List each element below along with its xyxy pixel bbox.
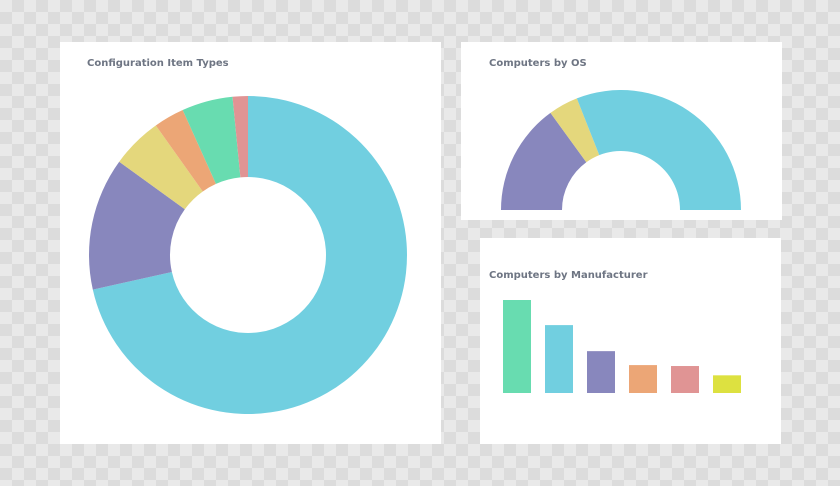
ci-types-donut-chart xyxy=(89,96,407,414)
manufacturer-bar-3[interactable] xyxy=(629,365,657,393)
manufacturer-bar-2[interactable] xyxy=(587,351,615,393)
ci-types-title: Configuration Item Types xyxy=(87,58,229,69)
manufacturer-title: Computers by Manufacturer xyxy=(489,270,648,281)
os-slice-2[interactable] xyxy=(576,90,741,210)
ci-type-slice-0[interactable] xyxy=(92,96,407,414)
ci-type-slice-5[interactable] xyxy=(232,96,248,178)
os-card: Computers by OS xyxy=(461,42,782,220)
manufacturer-bar-5[interactable] xyxy=(713,375,741,393)
ci-types-card: Configuration Item Types xyxy=(60,42,441,444)
ci-type-slice-3[interactable] xyxy=(155,110,216,192)
os-slice-1[interactable] xyxy=(550,98,600,163)
os-slice-0[interactable] xyxy=(501,112,587,210)
os-semi-donut-chart xyxy=(501,90,741,210)
manufacturer-bar-4[interactable] xyxy=(671,366,699,393)
ci-type-slice-2[interactable] xyxy=(119,125,203,210)
manufacturer-bar-1[interactable] xyxy=(545,325,573,393)
ci-type-slice-4[interactable] xyxy=(182,96,241,184)
manufacturer-bar-chart xyxy=(503,300,741,393)
manufacturer-bar-0[interactable] xyxy=(503,300,531,393)
ci-type-slice-1[interactable] xyxy=(89,161,185,290)
os-title: Computers by OS xyxy=(489,58,587,69)
manufacturer-card: Computers by Manufacturer xyxy=(480,238,781,444)
